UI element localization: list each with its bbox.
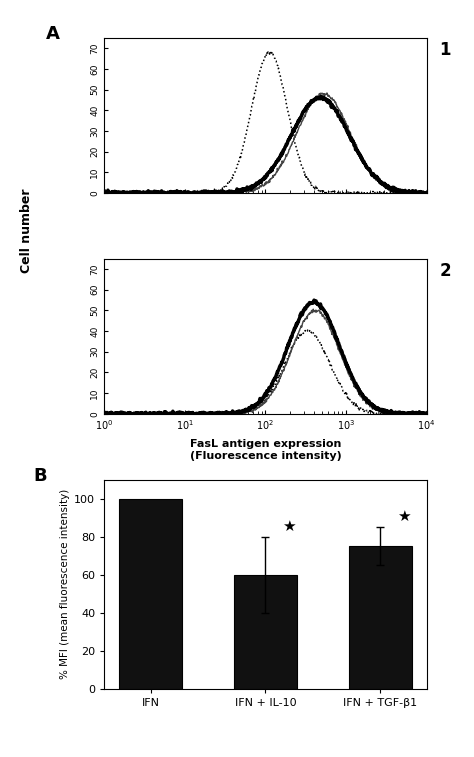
Y-axis label: % MFI (mean fluorescence intensity): % MFI (mean fluorescence intensity) [60,489,70,679]
Bar [119,499,182,689]
X-axis label: FasL antigen expression
(Fluorescence intensity): FasL antigen expression (Fluorescence in… [190,439,341,461]
Text: ★: ★ [282,519,295,534]
Text: ★: ★ [397,509,410,525]
Text: B: B [33,467,47,485]
Text: 1: 1 [439,41,451,59]
Bar [234,575,297,689]
Text: 2: 2 [439,262,451,280]
Text: A: A [46,26,60,43]
Bar [349,546,412,689]
Text: Cell number: Cell number [19,188,33,273]
